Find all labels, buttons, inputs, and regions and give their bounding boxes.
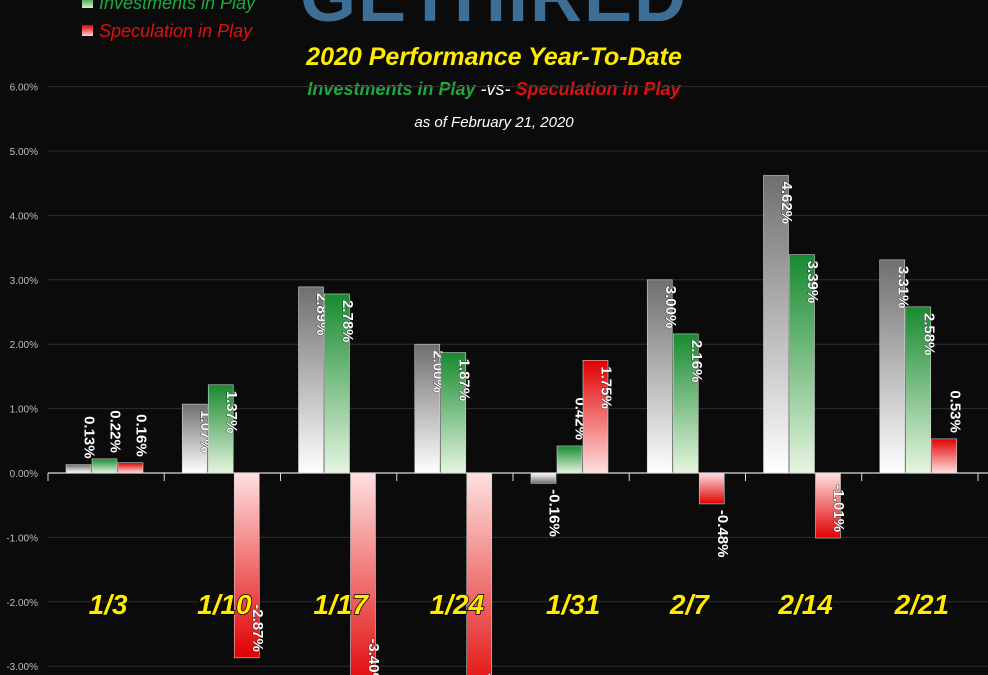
bar-investments xyxy=(789,254,815,474)
chart-title: 2020 Performance Year-To-Date xyxy=(306,43,682,71)
data-label-investments: 3.39% xyxy=(804,261,821,304)
x-category-label: 2/7 xyxy=(669,589,710,620)
subtitle-speculation: Speculation in Play xyxy=(515,79,681,99)
data-label-speculation: -1.01% xyxy=(830,485,847,533)
data-label-speculation: 0.16% xyxy=(133,414,150,457)
bar-benchmark xyxy=(763,175,789,474)
bar-benchmark xyxy=(646,279,673,474)
data-label-speculation: 0.53% xyxy=(946,390,963,433)
data-label-benchmark: 0.13% xyxy=(81,416,98,459)
data-label-speculation: -0.48% xyxy=(714,510,731,558)
legend-label-investments: Investments in Play xyxy=(99,0,256,13)
bar-speculation xyxy=(350,472,376,675)
data-label-speculation: -3.40% xyxy=(365,638,382,675)
bar-benchmark xyxy=(414,343,441,474)
bar-benchmark xyxy=(298,286,324,474)
x-category-label: 1/17 xyxy=(313,589,369,620)
y-tick-label: 5.00% xyxy=(10,147,38,158)
y-tick-label: -1.00% xyxy=(6,533,38,544)
data-label-investments: 0.22% xyxy=(107,410,124,453)
bar-speculation xyxy=(117,462,144,474)
bar-investments xyxy=(672,333,699,474)
data-label-investments: 2.58% xyxy=(920,313,937,356)
legend-label-speculation: Speculation in Play xyxy=(99,21,253,41)
legend-item-investments: Investments in Play xyxy=(82,0,255,14)
y-tick-label: -2.00% xyxy=(6,598,38,609)
data-label-speculation: -3.6 xyxy=(481,673,498,675)
subtitle-vs: -vs- xyxy=(480,79,511,99)
bar-benchmark xyxy=(879,259,906,474)
data-label-investments: 1.87% xyxy=(455,359,472,402)
as-of-date: as of February 21, 2020 xyxy=(414,114,574,131)
bar-benchmark xyxy=(530,472,557,484)
data-label-investments: 1.37% xyxy=(223,391,240,434)
y-tick-label: 0.00% xyxy=(10,469,38,480)
bar-speculation xyxy=(815,472,841,539)
legend-item-speculation: Speculation in Play xyxy=(82,21,252,42)
bar-investments xyxy=(207,384,234,474)
bar-investments xyxy=(324,293,350,474)
bar-speculation xyxy=(466,472,493,675)
subtitle-investments: Investments in Play xyxy=(307,79,476,99)
bar-speculation xyxy=(582,359,609,474)
bar-speculation xyxy=(931,438,958,474)
data-label-benchmark: 3.00% xyxy=(662,286,679,329)
data-label-speculation: 1.75% xyxy=(598,366,615,409)
y-tick-label: 4.00% xyxy=(10,211,38,222)
x-category-label: 1/31 xyxy=(546,589,601,620)
data-label-speculation: -2.87% xyxy=(249,604,266,652)
x-category-label: 2/14 xyxy=(777,589,833,620)
bar-investments xyxy=(91,458,118,474)
bar-benchmark xyxy=(65,464,92,474)
brand-logo: GETHIRED xyxy=(300,0,688,38)
data-label-investments: 2.16% xyxy=(688,340,705,383)
bar-investments xyxy=(556,445,583,474)
y-tick-label: 3.00% xyxy=(10,276,38,287)
data-label-investments: 2.78% xyxy=(339,300,356,343)
legend-swatch-speculation xyxy=(82,25,93,36)
bar-investments xyxy=(440,352,467,474)
bar-investments xyxy=(905,306,932,474)
x-category-label: 1/24 xyxy=(430,589,485,620)
bar-speculation xyxy=(698,472,725,505)
y-tick-label: 6.00% xyxy=(10,83,38,94)
y-tick-label: 1.00% xyxy=(10,405,38,416)
x-category-label: 1/10 xyxy=(197,589,252,620)
y-tick-label: 2.00% xyxy=(10,340,38,351)
bar-speculation xyxy=(233,472,260,659)
legend-swatch-investments xyxy=(82,0,93,8)
x-category-label: 2/21 xyxy=(894,589,950,620)
x-category-label: 1/3 xyxy=(89,589,128,620)
bar-benchmark xyxy=(181,403,208,474)
data-label-benchmark: -0.16% xyxy=(546,489,563,537)
y-tick-label: -3.00% xyxy=(6,662,38,673)
data-label-benchmark: 4.62% xyxy=(778,181,795,224)
data-label-benchmark: 3.31% xyxy=(894,266,911,309)
chart-subtitle: Investments in Play -vs- Speculation in … xyxy=(0,79,988,100)
